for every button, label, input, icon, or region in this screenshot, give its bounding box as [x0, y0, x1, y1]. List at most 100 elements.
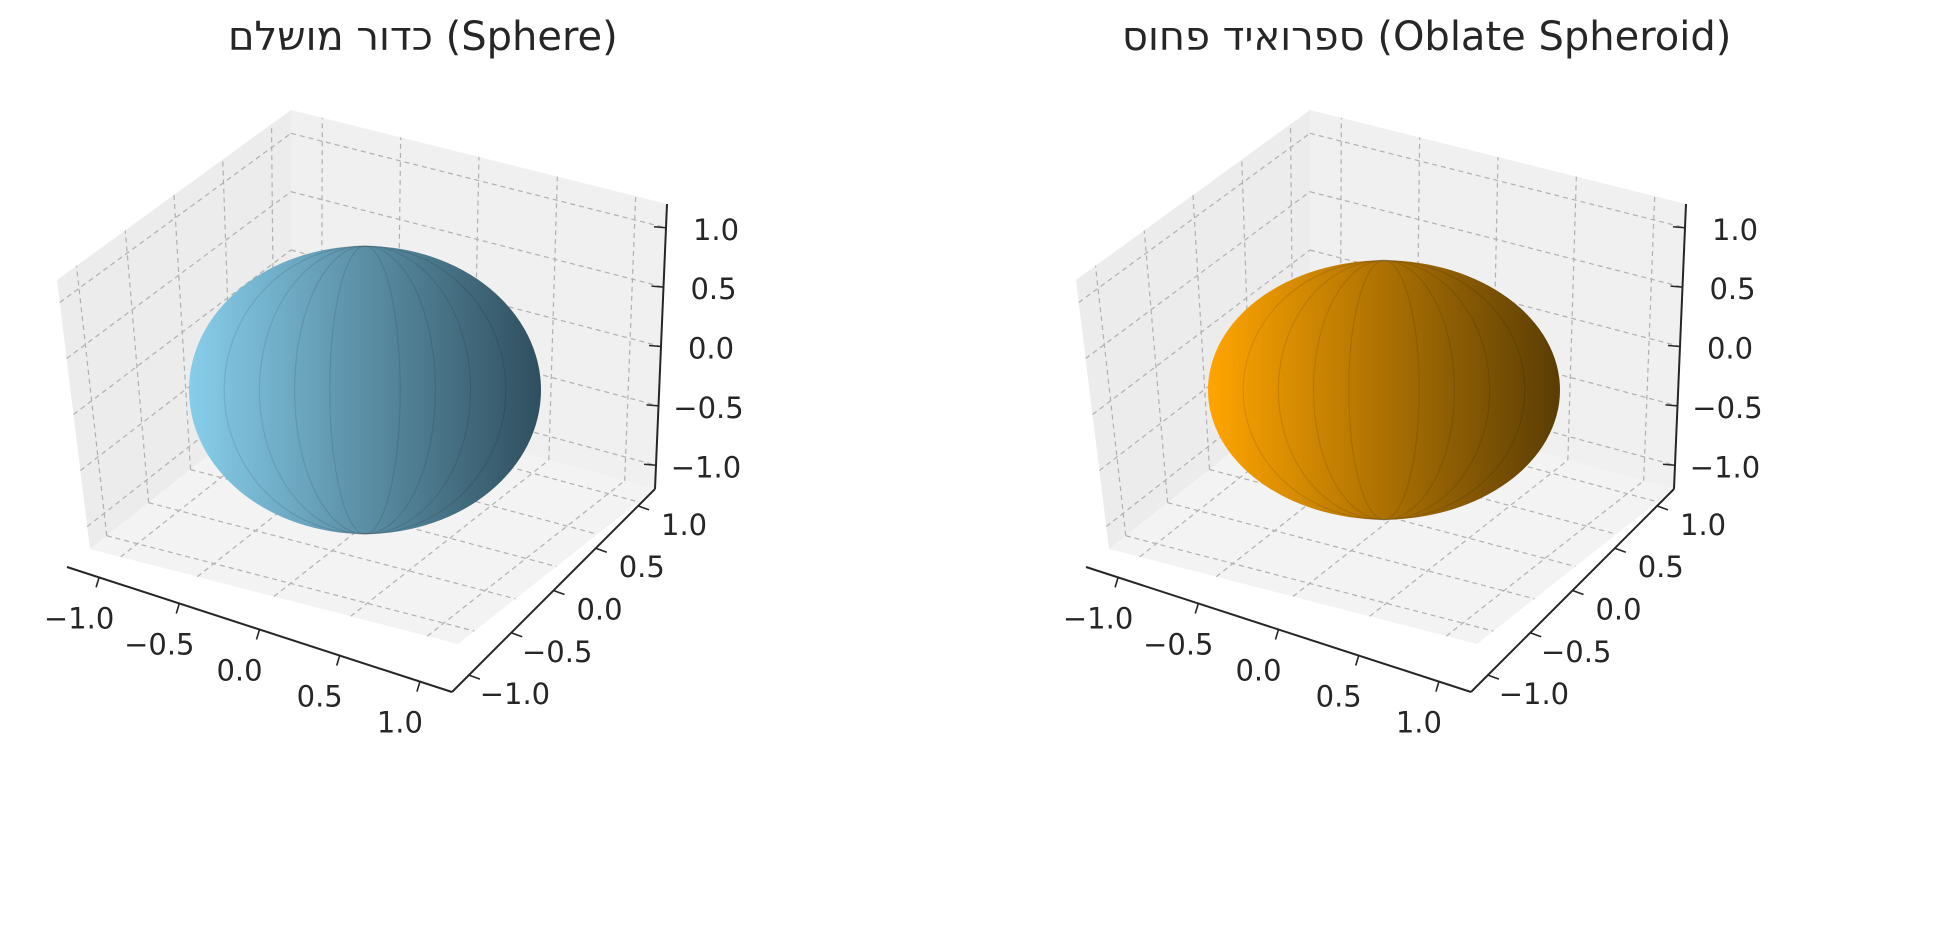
- surface-meridian: [1348, 259, 1420, 521]
- left-grid-line-z: [66, 191, 292, 359]
- floor-grid-line-x: [1369, 459, 1569, 617]
- x-tick-label: −1.0: [1063, 601, 1133, 635]
- z-tick-label: 1.0: [1712, 213, 1758, 247]
- x-tick-label: 0.0: [1235, 654, 1281, 688]
- x-tick: [1354, 655, 1360, 666]
- z-tick-label: 1.0: [693, 213, 739, 247]
- back-grid-line-z: [1309, 191, 1683, 288]
- z-tick: [1667, 344, 1681, 348]
- x-tick: [416, 681, 421, 692]
- y-tick: [1572, 589, 1584, 596]
- x-tick: [175, 603, 181, 614]
- chart-panel-oblate-spheroid: ספרואיד פחוס (Oblate Spheroid) −1.0 −0.5 0…: [1019, 0, 1942, 945]
- left-grid-line-z: [59, 132, 292, 303]
- y-tick-label: 0.5: [619, 550, 665, 584]
- surface-meridian: [1277, 259, 1491, 521]
- y-tick: [595, 547, 608, 553]
- back-grid-line-x: [624, 196, 637, 481]
- left-grid-line-z: [1092, 249, 1311, 415]
- y-tick-label: 1.0: [661, 508, 707, 542]
- chart-panel-sphere: כדור מושלם (Sphere) −1.0 −0.5 0.0 0.5 1.0 −1.…: [44, 14, 744, 740]
- left-grid-line-z: [1085, 191, 1311, 359]
- surface-meridian: [223, 245, 507, 535]
- y-tick-label: −0.5: [1541, 635, 1611, 669]
- z-tick: [646, 404, 659, 407]
- z-tick: [651, 285, 664, 288]
- x-tick: [255, 629, 261, 640]
- left-pane: [57, 110, 291, 549]
- left-grid-line-z: [1078, 132, 1311, 303]
- back-grid-line-x: [1643, 196, 1656, 481]
- x-tick: [1194, 603, 1200, 614]
- surface-meridian: [1242, 259, 1526, 521]
- x-tick-label: −0.5: [124, 627, 194, 661]
- x-tick-label: 0.5: [297, 680, 343, 714]
- surface-meridian: [1277, 259, 1491, 521]
- z-tick-label: 0.0: [688, 332, 734, 366]
- chart-title: כדור מושלם (Sphere): [228, 14, 618, 60]
- z-tick: [1670, 285, 1683, 288]
- back-grid-line-z: [290, 191, 664, 288]
- surface-3d: [1208, 260, 1560, 520]
- surface-meridian: [223, 245, 507, 535]
- z-tick: [1672, 225, 1686, 229]
- z-tick-label: −1.0: [1690, 450, 1760, 484]
- z-tick-label: 0.5: [690, 272, 736, 306]
- surface-meridian: [294, 245, 437, 535]
- surface-meridian: [258, 245, 472, 535]
- chart-3d-axes: −1.0 −0.5 0.0 0.5 1.0 −1.0 −0.5 0.0 0.5 1.0 −1.0 −0…: [1063, 110, 1763, 740]
- z-tick: [653, 225, 667, 229]
- left-grid-line-z: [73, 249, 292, 415]
- x-tick: [95, 577, 100, 588]
- y-tick-label: −1.0: [1499, 677, 1569, 711]
- y-tick: [1656, 505, 1669, 511]
- y-tick: [1614, 547, 1627, 553]
- z-tick: [1662, 463, 1676, 467]
- x-tick-label: 1.0: [1396, 706, 1442, 740]
- left-grid-line-y: [1143, 230, 1169, 503]
- x-tick: [1114, 577, 1119, 588]
- y-tick-label: 0.0: [576, 593, 622, 627]
- left-grid-line-y: [124, 230, 150, 503]
- back-grid-line-z: [1309, 132, 1686, 229]
- x-tick-label: −1.0: [44, 601, 114, 635]
- y-tick: [1529, 632, 1542, 638]
- x-tick: [1435, 681, 1440, 692]
- chart-title: ספרואיד פחוס (Oblate Spheroid): [1122, 14, 1732, 60]
- back-grid-line-x: [548, 176, 558, 461]
- surface-3d: [189, 246, 541, 534]
- z-tick-label: −1.0: [671, 450, 741, 484]
- z-tick-label: −0.5: [1692, 391, 1762, 425]
- z-tick: [648, 344, 662, 348]
- x-tick-label: 0.0: [216, 654, 262, 688]
- y-tick-label: −1.0: [480, 677, 550, 711]
- z-tick-label: 0.0: [1707, 332, 1753, 366]
- back-grid-line-z: [290, 132, 667, 229]
- x-tick-label: 0.5: [1316, 680, 1362, 714]
- z-tick: [643, 463, 657, 467]
- y-tick: [510, 632, 523, 638]
- y-tick: [1487, 674, 1500, 680]
- surface-meridian: [329, 245, 401, 535]
- left-pane: [1076, 110, 1310, 549]
- y-tick-label: −0.5: [522, 635, 592, 669]
- floor-grid-line-x: [1445, 480, 1645, 637]
- x-tick-label: −0.5: [1143, 627, 1213, 661]
- floor-grid-line-x: [350, 459, 550, 617]
- y-tick: [637, 505, 650, 511]
- surface-meridian: [329, 245, 401, 535]
- surface-meridian: [258, 245, 472, 535]
- surface-meridian: [1242, 259, 1526, 521]
- surface-meridian: [1348, 259, 1420, 521]
- y-tick-label: 0.5: [1638, 550, 1684, 584]
- y-tick-label: 0.0: [1595, 593, 1641, 627]
- back-grid-line-x: [1567, 176, 1577, 461]
- y-tick: [553, 589, 565, 596]
- x-tick-label: 1.0: [377, 706, 423, 740]
- surface-meridian: [1313, 259, 1456, 521]
- z-tick: [1665, 404, 1678, 407]
- surface-meridian: [294, 245, 437, 535]
- y-tick: [468, 674, 481, 680]
- x-tick: [335, 655, 341, 666]
- y-tick-label: 1.0: [1680, 508, 1726, 542]
